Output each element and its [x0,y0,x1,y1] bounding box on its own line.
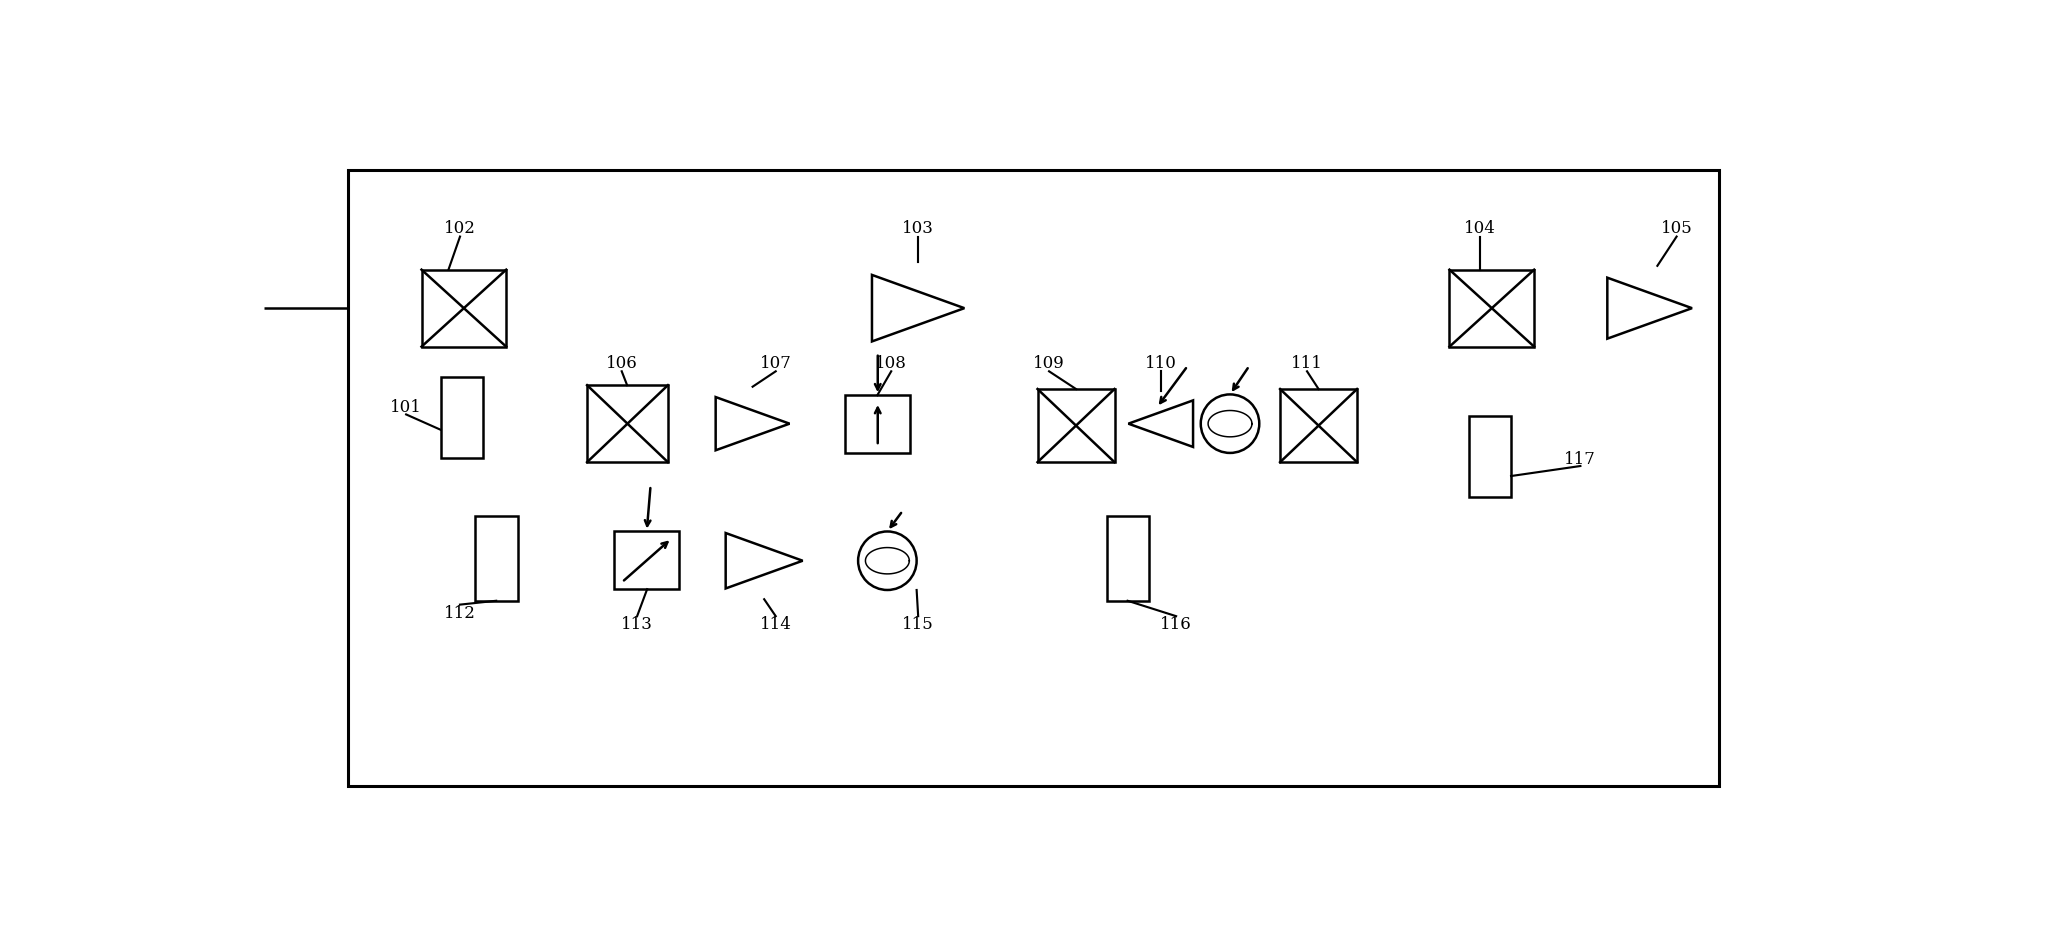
Text: 104: 104 [1464,220,1497,236]
Bar [422,270,507,347]
Text: 110: 110 [1146,354,1177,371]
Text: 101: 101 [391,399,422,416]
Bar [1280,389,1357,463]
Text: 106: 106 [606,354,637,371]
Bar [1106,517,1150,601]
Text: 113: 113 [620,616,653,633]
Text: 103: 103 [902,220,935,236]
Bar [476,517,517,601]
Bar [1038,389,1115,463]
Text: 105: 105 [1661,220,1692,236]
Bar [347,170,1719,785]
Bar [587,386,668,463]
Text: 111: 111 [1290,354,1324,371]
Bar [440,378,484,459]
Text: 107: 107 [759,354,792,371]
Text: 116: 116 [1160,616,1191,633]
Bar [846,396,910,453]
Text: 109: 109 [1034,354,1065,371]
Text: 108: 108 [875,354,908,371]
Bar [1450,270,1534,347]
Text: 102: 102 [445,220,476,236]
Bar [1468,417,1512,497]
Text: 114: 114 [759,616,792,633]
Text: 112: 112 [445,605,476,621]
Text: 117: 117 [1563,450,1596,467]
Text: 115: 115 [902,616,935,633]
Bar [614,532,680,589]
